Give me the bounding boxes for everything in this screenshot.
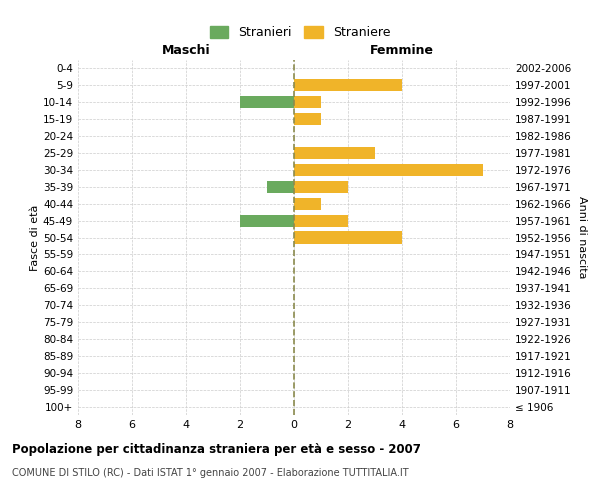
Text: Popolazione per cittadinanza straniera per età e sesso - 2007: Popolazione per cittadinanza straniera p… (12, 442, 421, 456)
Legend: Stranieri, Straniere: Stranieri, Straniere (205, 21, 395, 44)
Text: Maschi: Maschi (161, 44, 211, 57)
Bar (294, 147, 375, 159)
Bar (294, 113, 321, 126)
Bar (294, 214, 348, 226)
Bar (240, 214, 294, 226)
Bar (294, 96, 321, 108)
Bar (294, 164, 483, 176)
Bar (240, 96, 294, 108)
Y-axis label: Anni di nascita: Anni di nascita (577, 196, 587, 279)
Bar (294, 80, 402, 92)
Text: Femmine: Femmine (370, 44, 434, 57)
Text: COMUNE DI STILO (RC) - Dati ISTAT 1° gennaio 2007 - Elaborazione TUTTITALIA.IT: COMUNE DI STILO (RC) - Dati ISTAT 1° gen… (12, 468, 409, 477)
Y-axis label: Fasce di età: Fasce di età (30, 204, 40, 270)
Bar (294, 180, 348, 193)
Bar (294, 232, 402, 243)
Bar (267, 180, 294, 193)
Bar (294, 198, 321, 210)
